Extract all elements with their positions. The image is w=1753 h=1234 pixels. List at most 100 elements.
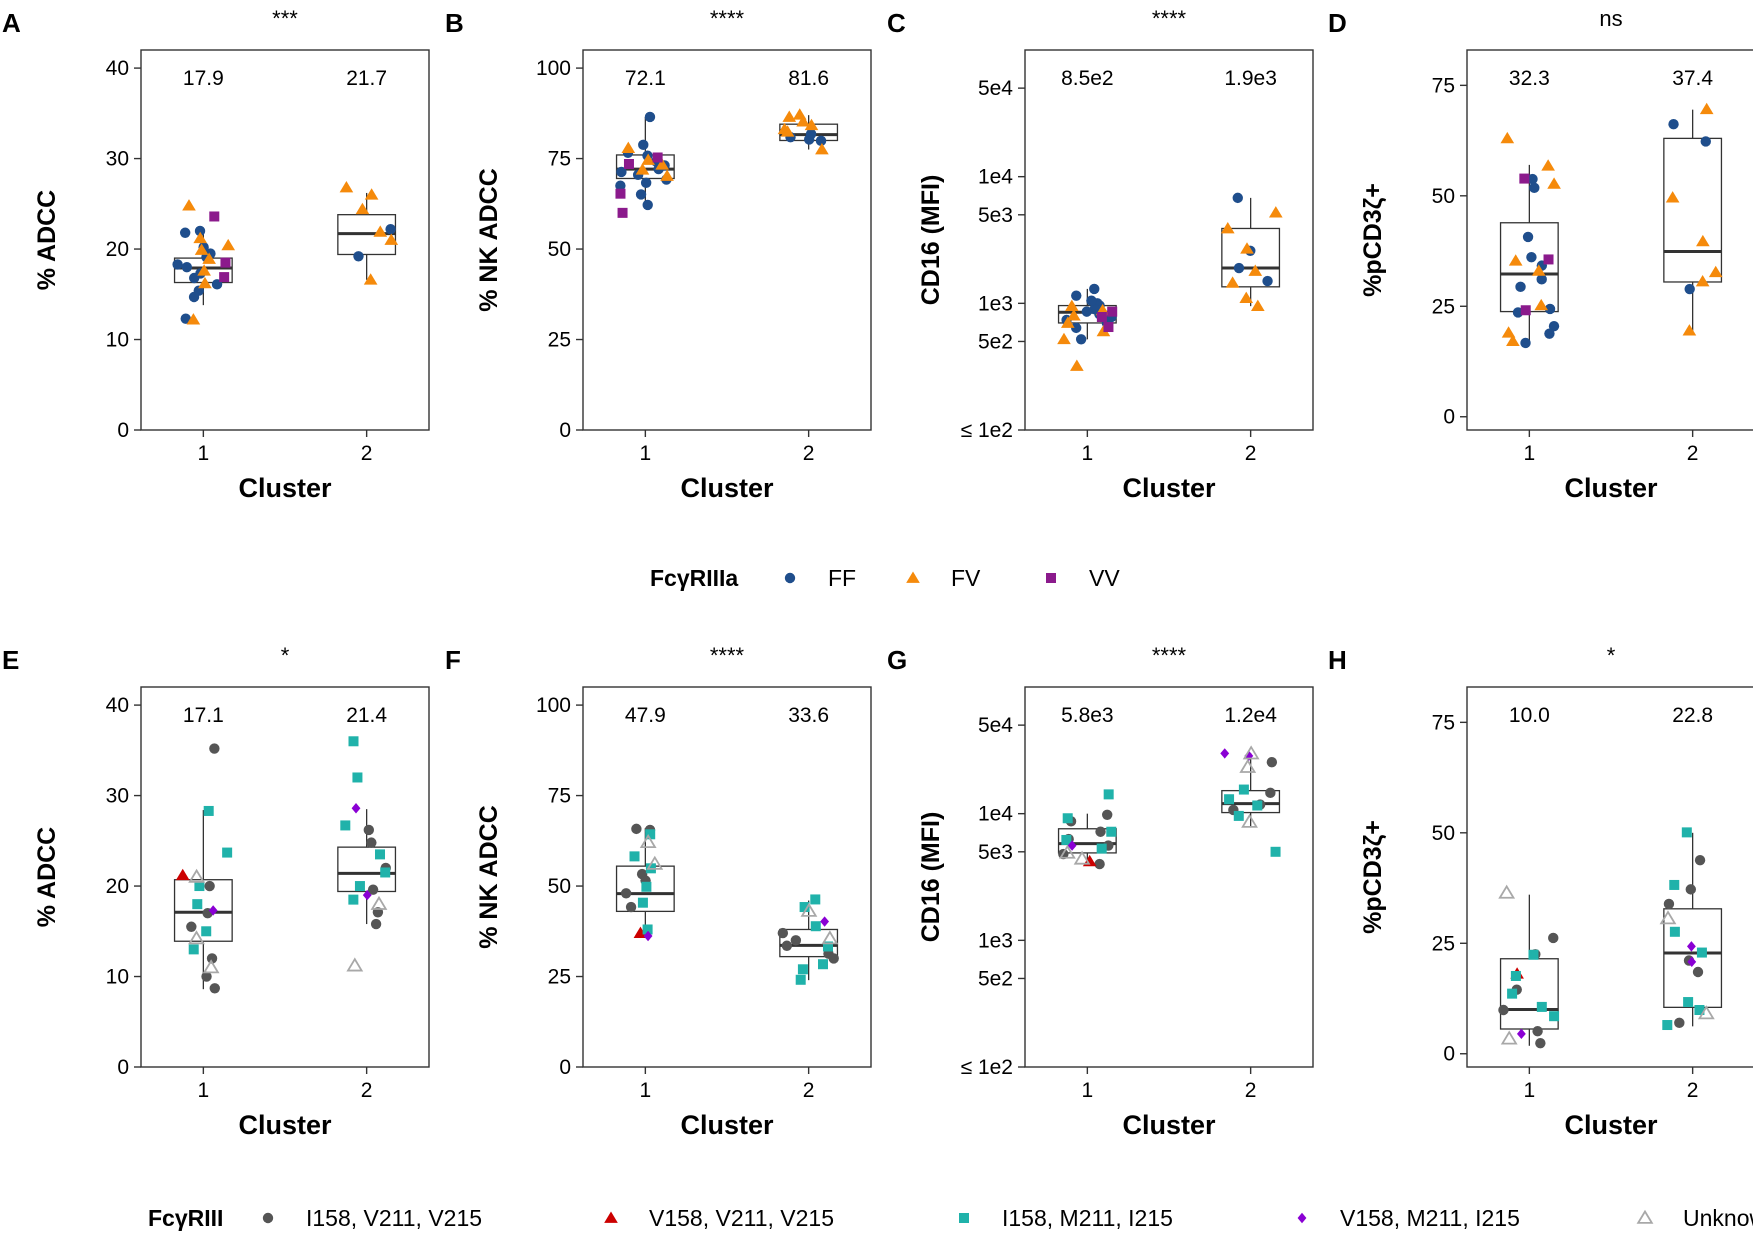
data-point (617, 207, 628, 218)
y-tick-label: 5e2 (978, 330, 1013, 353)
median-label: 1.2e4 (1224, 704, 1277, 727)
data-point (1685, 884, 1696, 895)
data-point (1061, 834, 1072, 845)
legend-label: I158, V211, V215 (306, 1205, 482, 1231)
data-point (1096, 843, 1107, 854)
data-point (822, 941, 833, 952)
data-point (1096, 324, 1111, 337)
data-point (188, 930, 205, 945)
median-label: 22.8 (1672, 704, 1713, 727)
data-point (1107, 306, 1118, 317)
data-point (796, 115, 810, 127)
data-point (1265, 787, 1276, 799)
panel-letter: B (445, 8, 464, 38)
y-tick-label: 0 (559, 1056, 571, 1079)
plot-frame (582, 49, 872, 431)
data-point (1233, 810, 1244, 821)
data-point (1262, 275, 1273, 287)
data-point (1520, 305, 1531, 316)
data-point (620, 888, 632, 899)
data-point (1700, 136, 1711, 147)
data-point (1686, 941, 1696, 952)
data-point (817, 959, 828, 970)
data-point (1070, 322, 1082, 334)
y-tick-label: 100 (536, 694, 571, 717)
x-tick-label: 2 (1687, 442, 1699, 465)
data-point (375, 849, 386, 860)
data-point (800, 902, 818, 917)
panel-letter: H (1328, 645, 1347, 675)
y-tick-label: 0 (559, 419, 571, 442)
data-point (631, 823, 642, 835)
data-point (202, 252, 216, 264)
y-tick-label: 75 (1432, 711, 1455, 734)
data-point (198, 276, 212, 289)
data-point (1543, 254, 1554, 265)
data-point (797, 964, 808, 975)
data-point (1507, 988, 1518, 999)
x-axis-label: Cluster (1564, 473, 1658, 503)
data-point (1668, 119, 1679, 130)
y-tick-label: 75 (1432, 74, 1455, 97)
data-point (1106, 826, 1117, 837)
data-point (1669, 879, 1680, 890)
x-tick-label: 1 (640, 1079, 652, 1102)
y-tick-label: 1e3 (978, 292, 1013, 315)
data-point (640, 177, 652, 189)
x-axis-label: Cluster (680, 473, 774, 503)
data-point (1501, 326, 1516, 338)
median-label: 21.7 (346, 67, 387, 90)
data-point (1669, 926, 1680, 937)
x-tick-label: 1 (1524, 1079, 1536, 1102)
data-point (1694, 855, 1706, 866)
data-point (1070, 359, 1084, 371)
data-point (1248, 264, 1263, 276)
data-point (340, 820, 351, 831)
data-point (1531, 264, 1546, 276)
median-label: 37.4 (1672, 67, 1713, 90)
panel-letter: D (1328, 8, 1347, 38)
y-tick-label: 5e3 (978, 204, 1013, 227)
data-point (633, 926, 648, 938)
y-tick-label: 0 (117, 419, 129, 442)
data-point (1220, 748, 1230, 759)
data-point (820, 916, 830, 927)
data-point (1528, 949, 1539, 960)
x-tick-label: 2 (1245, 442, 1257, 465)
y-axis-label: % ADCC (33, 190, 61, 290)
data-point (637, 897, 648, 908)
y-tick-label: 1e4 (978, 166, 1013, 189)
significance-label: * (281, 643, 290, 668)
data-point (367, 884, 379, 895)
data-point (175, 868, 190, 881)
y-tick-label: 0 (117, 1056, 129, 1079)
data-point (364, 188, 379, 200)
y-tick-label: 50 (1432, 185, 1455, 208)
data-point (1544, 328, 1555, 339)
x-tick-label: 2 (1687, 1079, 1699, 1102)
significance-label: ns (1599, 6, 1622, 31)
plot-frame (582, 686, 872, 1068)
data-point (380, 867, 391, 878)
significance-label: **** (1152, 643, 1187, 668)
legend-label: VV (1089, 565, 1120, 591)
data-point (810, 921, 821, 932)
data-point (642, 924, 653, 935)
data-point (1094, 858, 1105, 870)
median-label: 81.6 (788, 67, 829, 90)
legend-triangle-icon (906, 571, 920, 583)
data-point (188, 868, 206, 883)
data-point (643, 930, 653, 942)
data-point (646, 855, 664, 870)
data-point (615, 188, 626, 199)
y-tick-label: 20 (106, 238, 129, 261)
data-point (780, 125, 795, 137)
plot-frame (140, 49, 430, 431)
y-tick-label: 1e4 (978, 803, 1013, 826)
legend-open-triangle-icon (1636, 1209, 1654, 1224)
y-tick-label: 5e3 (978, 841, 1013, 864)
data-point (186, 921, 197, 932)
data-point (1508, 254, 1523, 266)
data-point (1534, 298, 1549, 311)
data-point (351, 803, 361, 814)
